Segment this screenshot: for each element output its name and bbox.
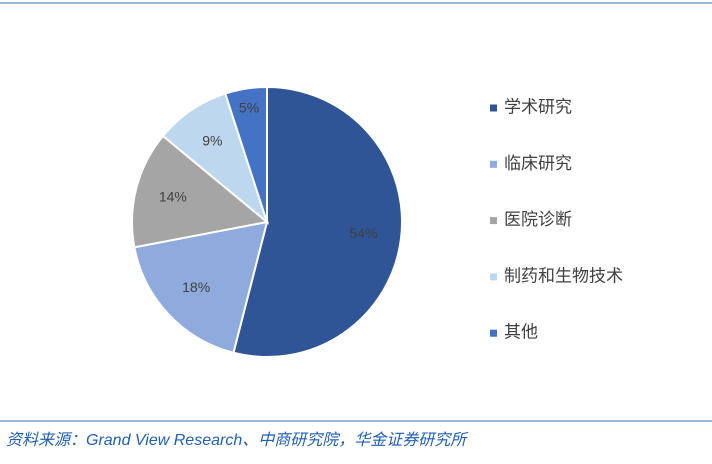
pie-slice xyxy=(133,220,269,354)
legend-marker xyxy=(490,273,497,281)
legend-marker xyxy=(490,329,497,337)
legend-marker xyxy=(490,160,497,168)
legend-label: 学术研究 xyxy=(504,97,572,116)
data-label: 18% xyxy=(182,279,210,295)
legend-label: 医院诊断 xyxy=(504,210,572,229)
pie-slice xyxy=(232,85,403,358)
pie-slice xyxy=(224,85,268,223)
data-label: 9% xyxy=(202,132,222,148)
legend-label: 临床研究 xyxy=(504,154,572,173)
data-label: 54% xyxy=(349,225,377,241)
pie-slice xyxy=(131,134,270,249)
legend-label: 其他 xyxy=(504,323,538,342)
data-label: 5% xyxy=(239,99,259,115)
source-note: 资料来源：Grand View Research、中商研究院，华金证券研究所 xyxy=(6,431,469,449)
legend-label: 制药和生物技术 xyxy=(504,266,623,285)
legend-marker xyxy=(490,217,497,225)
legend-marker xyxy=(490,104,497,112)
data-label: 14% xyxy=(159,189,187,205)
